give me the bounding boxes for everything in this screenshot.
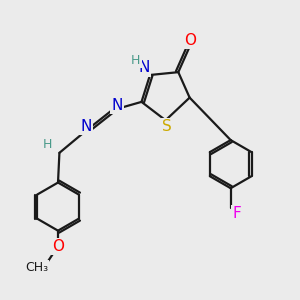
Text: N: N [138,60,149,75]
Text: CH₃: CH₃ [25,261,48,274]
Text: S: S [162,119,172,134]
Text: H: H [43,138,52,152]
Text: O: O [184,33,196,48]
Text: O: O [52,239,64,254]
Text: F: F [232,206,241,221]
Text: N: N [81,119,92,134]
Text: N: N [111,98,123,113]
Text: H: H [131,54,140,67]
